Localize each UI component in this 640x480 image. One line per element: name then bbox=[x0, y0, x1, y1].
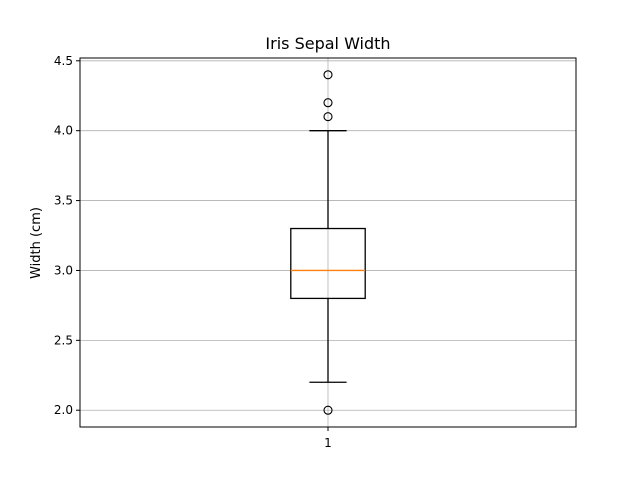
chart-title: Iris Sepal Width bbox=[265, 34, 390, 53]
outlier-point bbox=[323, 112, 333, 122]
box-plot bbox=[290, 70, 366, 415]
y-axis-label: Width (cm) bbox=[29, 207, 44, 279]
outlier-point bbox=[323, 70, 333, 80]
y-tick-label: 4.0 bbox=[54, 124, 73, 138]
outlier-point bbox=[323, 405, 333, 415]
y-tick-label: 4.5 bbox=[54, 54, 73, 68]
x-tick-label: 1 bbox=[324, 436, 332, 450]
y-tick-label: 3.0 bbox=[54, 263, 73, 277]
y-axis-ticks: 2.0 2.5 3.0 3.5 4.0 4.5 bbox=[54, 54, 80, 417]
iqr-box bbox=[290, 227, 366, 300]
outlier-point bbox=[323, 98, 333, 108]
x-axis-ticks: 1 bbox=[324, 427, 332, 450]
y-tick-label: 3.5 bbox=[54, 194, 73, 208]
y-tick-label: 2.5 bbox=[54, 333, 73, 347]
y-tick-label: 2.0 bbox=[54, 403, 73, 417]
